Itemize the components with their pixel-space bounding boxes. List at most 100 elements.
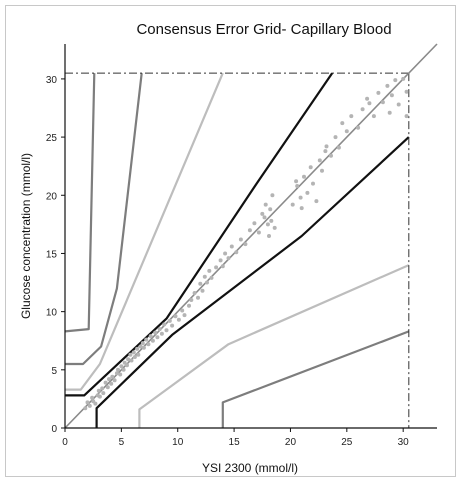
data-point-84 bbox=[302, 174, 306, 179]
data-point-20 bbox=[119, 364, 124, 369]
data-point-55 bbox=[200, 288, 205, 293]
data-point-114 bbox=[299, 206, 304, 211]
data-point-98 bbox=[360, 107, 365, 112]
data-point-64 bbox=[226, 256, 231, 261]
data-point-78 bbox=[262, 215, 267, 220]
data-point-66 bbox=[234, 250, 239, 255]
data-point-12 bbox=[105, 385, 110, 390]
data-point-36 bbox=[148, 334, 153, 339]
data-point-19 bbox=[118, 372, 123, 377]
data-point-95 bbox=[344, 129, 349, 134]
data-point-56 bbox=[202, 274, 207, 279]
y-tick-label: 20 bbox=[46, 191, 58, 202]
data-point-25 bbox=[128, 352, 133, 357]
data-point-113 bbox=[323, 149, 328, 154]
data-point-90 bbox=[324, 144, 329, 149]
data-point-110 bbox=[387, 110, 392, 115]
data-point-58 bbox=[207, 268, 212, 273]
data-point-100 bbox=[371, 114, 376, 119]
data-point-80 bbox=[269, 218, 274, 223]
data-point-74 bbox=[265, 222, 270, 227]
data-point-49 bbox=[182, 313, 187, 318]
data-point-81 bbox=[290, 202, 295, 207]
data-point-94 bbox=[340, 121, 345, 126]
data-point-70 bbox=[252, 221, 257, 226]
data-point-34 bbox=[144, 337, 149, 342]
y-axis-ticks: 0 5 10 15 20 25 30 bbox=[46, 75, 65, 435]
data-point-104 bbox=[389, 93, 394, 98]
reference-limit-lines bbox=[65, 72, 410, 428]
data-point-8 bbox=[97, 394, 102, 399]
data-point-111 bbox=[365, 96, 370, 101]
data-point-69 bbox=[247, 228, 252, 233]
x-tick-label: 0 bbox=[62, 437, 68, 448]
data-point-41 bbox=[159, 331, 164, 336]
data-point-33 bbox=[141, 345, 146, 350]
data-point-52 bbox=[192, 291, 197, 295]
x-axis-label: YSI 2300 (mmol/l) bbox=[202, 461, 298, 475]
data-point-93 bbox=[336, 145, 341, 150]
data-point-38 bbox=[153, 330, 158, 335]
data-point-91 bbox=[329, 153, 333, 158]
data-point-18 bbox=[116, 367, 120, 372]
data-point-87 bbox=[311, 181, 315, 186]
data-point-107 bbox=[401, 76, 406, 81]
data-point-40 bbox=[157, 327, 162, 332]
data-point-47 bbox=[176, 317, 181, 322]
data-point-99 bbox=[367, 101, 372, 106]
data-point-67 bbox=[238, 237, 243, 242]
data-point-1 bbox=[85, 400, 90, 405]
data-point-35 bbox=[146, 342, 151, 347]
data-point-7 bbox=[96, 388, 101, 393]
data-point-15 bbox=[110, 374, 115, 379]
data-point-73 bbox=[263, 202, 268, 207]
data-point-28 bbox=[132, 355, 137, 359]
data-point-97 bbox=[356, 125, 361, 130]
figure-border bbox=[5, 5, 456, 477]
data-points bbox=[83, 76, 409, 411]
data-point-112 bbox=[320, 168, 324, 173]
data-point-61 bbox=[218, 258, 223, 263]
data-point-103 bbox=[385, 83, 390, 88]
data-point-16 bbox=[112, 378, 117, 383]
y-tick-label: 0 bbox=[51, 424, 57, 435]
data-point-68 bbox=[243, 242, 248, 247]
data-point-44 bbox=[167, 318, 172, 323]
x-axis-ticks: 0 5 10 15 20 25 30 bbox=[62, 428, 409, 448]
data-point-11 bbox=[103, 380, 108, 385]
y-tick-label: 5 bbox=[51, 366, 57, 377]
y-tick-label: 15 bbox=[46, 249, 58, 260]
data-point-53 bbox=[196, 295, 200, 300]
data-point-108 bbox=[404, 89, 409, 94]
data-point-31 bbox=[138, 344, 143, 349]
data-point-0 bbox=[83, 406, 88, 411]
data-point-43 bbox=[164, 328, 169, 333]
data-point-51 bbox=[189, 298, 194, 302]
data-point-32 bbox=[140, 341, 145, 346]
y-tick-label: 30 bbox=[46, 75, 58, 86]
data-point-13 bbox=[107, 377, 111, 382]
data-point-88 bbox=[314, 199, 319, 204]
y-tick-label: 25 bbox=[46, 133, 58, 144]
data-point-54 bbox=[198, 281, 203, 286]
data-point-14 bbox=[109, 381, 114, 386]
chart-title: Consensus Error Grid- Capillary Blood bbox=[136, 21, 391, 38]
data-point-65 bbox=[229, 244, 234, 249]
data-point-50 bbox=[187, 303, 191, 308]
data-point-29 bbox=[135, 346, 140, 351]
zone-line-a-b-1 bbox=[95, 136, 410, 428]
data-point-42 bbox=[162, 322, 167, 327]
data-point-75 bbox=[268, 207, 273, 212]
zone-line-a-b-0 bbox=[65, 72, 334, 397]
data-point-79 bbox=[267, 234, 271, 238]
data-point-24 bbox=[126, 357, 131, 362]
data-point-30 bbox=[136, 352, 141, 357]
x-tick-label: 25 bbox=[341, 437, 353, 448]
data-point-109 bbox=[404, 114, 409, 119]
data-point-77 bbox=[272, 225, 277, 230]
data-point-48 bbox=[180, 308, 185, 313]
data-point-102 bbox=[380, 100, 385, 105]
data-point-57 bbox=[205, 280, 209, 285]
data-point-83 bbox=[298, 195, 303, 200]
